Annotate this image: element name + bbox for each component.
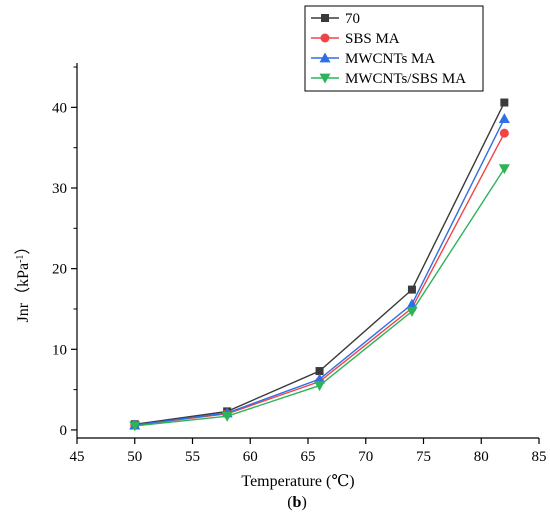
x-tick-label-80: 80 [474,449,489,465]
legend-label-3: MWCNTs MA [345,51,435,67]
caption-close: ) [301,494,306,511]
data-point-3-3 [314,373,326,384]
series-layer [129,98,510,432]
legend-entries: 70 SBS MA MWCNTs MA MWCNTs/SBS MA [311,11,466,87]
x-tick-label-70: 70 [358,449,373,465]
data-point-4-5 [498,164,510,175]
legend-marker-4 [319,73,331,84]
legend: 70 SBS MA MWCNTs MA MWCNTs/SBS MA [304,5,484,92]
legend-entry-1: 70 [311,11,360,27]
x-axis: 45 50 55 60 65 70 75 80 85 [70,438,547,465]
legend-entry-4: MWCNTs/SBS MA [311,71,466,87]
caption-letter: b [293,494,302,511]
legend-marker-2 [320,33,330,43]
y-tick-label-40: 40 [52,100,67,116]
data-point-4-4 [406,306,418,317]
x-tick-label-75: 75 [416,449,431,465]
y-tick-label-10: 10 [52,342,67,358]
data-point-4-1 [129,421,141,432]
y-axis-title-main: Jnr（kPa [14,263,32,323]
x-tick-label-65: 65 [301,449,316,465]
y-axis-title-tail: ） [14,239,32,255]
x-tick-label-85: 85 [532,449,547,465]
legend-label-1: 70 [345,11,360,27]
legend-box [304,5,484,92]
x-axis-title: Temperature (℃) [241,473,354,490]
data-point-4-3 [314,381,326,392]
y-tick-label-0: 0 [60,423,68,439]
y-tick-label-30: 30 [52,181,67,197]
legend-entry-3: MWCNTs MA [311,51,435,67]
x-tick-label-60: 60 [243,449,258,465]
data-point-4-2 [221,411,233,422]
plot-frame [76,63,539,439]
legend-entry-2: SBS MA [311,31,400,47]
series-4 [129,164,510,432]
y-tick-label-20: 20 [52,262,67,278]
legend-label-2: SBS MA [345,31,400,47]
caption-open: ( [287,494,292,511]
legend-marker-1 [321,14,329,22]
data-point-1-5 [500,98,509,107]
y-axis-title: Jnr（kPa-1） [14,239,32,323]
data-point-3-5 [498,113,510,124]
x-tick-label-45: 45 [70,449,85,465]
data-point-1-4 [407,285,416,294]
figure-caption: (b) [287,494,307,511]
legend-label-4: MWCNTs/SBS MA [345,71,466,87]
data-point-2-5 [499,128,509,138]
data-point-1-3 [315,367,324,376]
y-axis: 0 10 20 30 40 [52,66,77,439]
legend-marker-3 [319,52,331,63]
x-tick-label-50: 50 [127,449,142,465]
x-tick-label-55: 55 [185,449,200,465]
y-axis-title-superscript: -1 [15,255,26,263]
